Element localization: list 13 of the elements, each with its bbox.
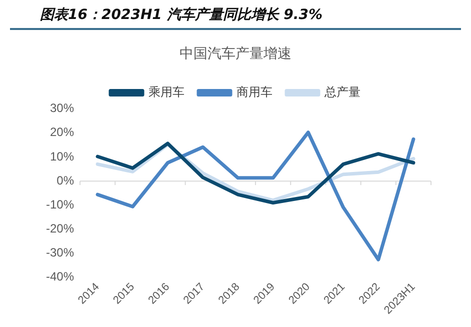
y-tick-label: -40% xyxy=(46,270,74,284)
y-tick-label: -10% xyxy=(46,197,74,212)
y-tick-label: -20% xyxy=(46,222,74,236)
y-tick-label: 30% xyxy=(50,101,74,116)
y-tick-label: 0% xyxy=(56,173,74,188)
y-tick-label: 10% xyxy=(50,149,74,164)
y-tick-label: 20% xyxy=(50,125,74,140)
legend-label: 乘用车 xyxy=(148,84,184,99)
chart-subtitle: 中国汽车产量增速 xyxy=(180,46,292,62)
chart-title: 图表16：2023H1 汽车产量同比增长 9.3% xyxy=(10,4,461,30)
legend-label: 商用车 xyxy=(236,84,272,99)
legend-label: 总产量 xyxy=(324,84,360,99)
y-tick-label: -30% xyxy=(46,246,74,260)
